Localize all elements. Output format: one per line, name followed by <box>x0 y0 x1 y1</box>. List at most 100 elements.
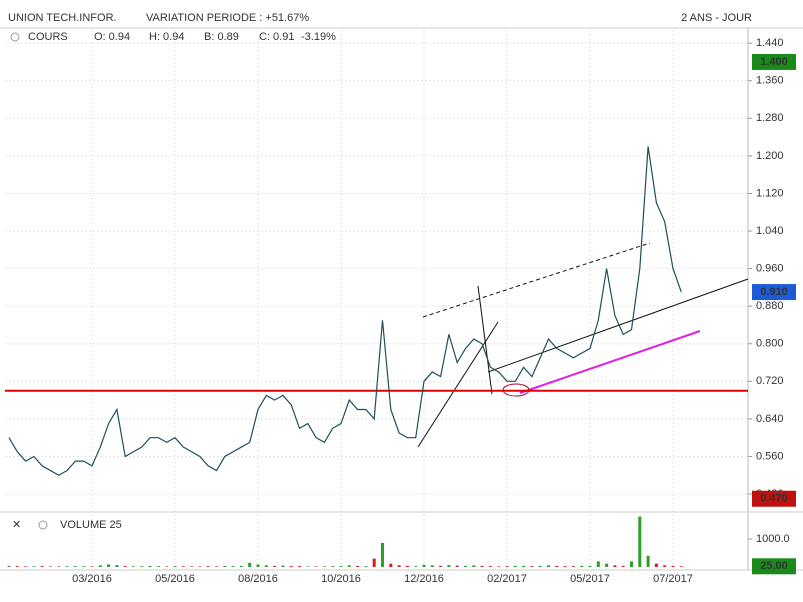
price-line <box>8 146 682 476</box>
close-icon[interactable]: ✕ <box>12 519 21 531</box>
volume-bar <box>148 565 152 567</box>
volume-bar <box>256 564 260 567</box>
volume-bar <box>347 565 351 567</box>
volume-bar <box>364 566 368 567</box>
volume-bar <box>165 566 169 567</box>
volume-bar <box>538 565 542 567</box>
volume-bar <box>190 566 194 567</box>
volume-bar <box>630 561 633 567</box>
volume-bar <box>123 566 127 567</box>
volume-bar <box>49 566 52 567</box>
gear-icon[interactable] <box>38 520 48 530</box>
gear-icon[interactable] <box>10 32 20 42</box>
volume-bar <box>563 566 567 567</box>
volume-bar <box>248 562 252 567</box>
close-label: C: 0.91 <box>259 31 294 43</box>
volume-bar <box>397 565 401 567</box>
x-tick-label: 12/2016 <box>404 573 444 585</box>
trend-line <box>422 242 651 318</box>
volume-bar <box>605 563 609 567</box>
volume-bar <box>7 565 11 567</box>
volume-bar <box>405 565 409 567</box>
volume-bar <box>414 566 418 567</box>
volume-bar <box>530 566 534 567</box>
volume-bar <box>588 565 592 567</box>
volume-bar <box>57 566 61 567</box>
volume-bar <box>140 566 144 567</box>
price-badge <box>752 558 796 575</box>
y-tick-label: 0.560 <box>756 450 784 462</box>
x-tick-label: 08/2016 <box>238 573 278 585</box>
trend-line <box>477 285 493 395</box>
volume-bar <box>281 565 285 567</box>
volume-bar <box>40 566 44 567</box>
volume-bar <box>472 565 476 567</box>
x-tick-label: 05/2016 <box>155 573 195 585</box>
volume-bar <box>289 566 293 567</box>
y-tick-label: 0.960 <box>756 262 784 274</box>
volume-bar <box>522 565 526 567</box>
chart-subtitle: VARIATION PERIODE : +51.67% <box>146 12 309 24</box>
volume-bar <box>580 565 584 567</box>
volume-bar <box>15 566 19 567</box>
volume-bar <box>223 565 227 567</box>
volume-bar <box>372 558 376 567</box>
high-label: H: 0.94 <box>149 31 184 43</box>
volume-bar <box>638 516 642 567</box>
change-label: -3.19% <box>301 31 336 43</box>
y-tick-label: 0.640 <box>756 413 784 425</box>
badge-label: 25.00 <box>760 560 788 572</box>
volume-bar <box>488 566 492 567</box>
y-tick-label: 1.280 <box>756 112 784 124</box>
x-tick-label: 10/2016 <box>321 573 361 585</box>
volume-bar <box>32 566 36 567</box>
volume-bar <box>464 565 467 567</box>
volume-bar <box>215 566 218 567</box>
volume-bar <box>331 566 335 567</box>
volume-bar <box>447 565 451 567</box>
volume-bar <box>430 565 434 567</box>
badge-label: 0.470 <box>760 493 788 505</box>
volume-bar <box>132 566 135 567</box>
volume-bar <box>65 566 69 567</box>
volume-bar <box>571 566 575 567</box>
volume-bar <box>455 565 459 567</box>
badge-label: 1.400 <box>760 56 788 68</box>
series-label: COURS <box>28 31 68 43</box>
y-tick-label: 0.880 <box>756 300 784 312</box>
volume-bar <box>480 565 484 567</box>
volume-bar <box>671 565 675 567</box>
low-label: B: 0.89 <box>204 31 239 43</box>
y-tick-label: 1000.0 <box>756 533 790 545</box>
volume-bar <box>356 565 360 567</box>
volume-bar <box>107 564 111 567</box>
period: 2 ANS - JOUR <box>681 12 752 24</box>
volume-label: VOLUME 25 <box>60 519 122 531</box>
volume-bar <box>596 561 600 567</box>
volume-bar <box>82 566 86 567</box>
volume-bar <box>198 566 202 567</box>
volume-bar <box>90 566 94 567</box>
volume-bar <box>264 565 268 567</box>
volume-bar <box>314 566 318 567</box>
volume-bar <box>298 566 301 567</box>
x-tick-label: 05/2017 <box>570 573 610 585</box>
volume-bar <box>306 566 310 567</box>
volume-bar <box>613 565 617 567</box>
y-tick-label: 1.200 <box>756 150 784 162</box>
volume-bar <box>646 555 650 567</box>
y-tick-label: 1.120 <box>756 187 784 199</box>
chart-title: UNION TECH.INFOR. <box>8 12 117 24</box>
trend-line <box>519 330 701 394</box>
volume-bar <box>339 566 343 567</box>
volume-bar <box>156 566 160 567</box>
volume-bar <box>422 564 426 567</box>
x-tick-label: 02/2017 <box>487 573 527 585</box>
y-tick-label: 1.440 <box>756 37 784 49</box>
open-label: O: 0.94 <box>94 31 130 43</box>
badge-label: 0.910 <box>760 286 788 298</box>
y-tick-label: 1.040 <box>756 225 784 237</box>
volume-bar <box>389 563 393 567</box>
